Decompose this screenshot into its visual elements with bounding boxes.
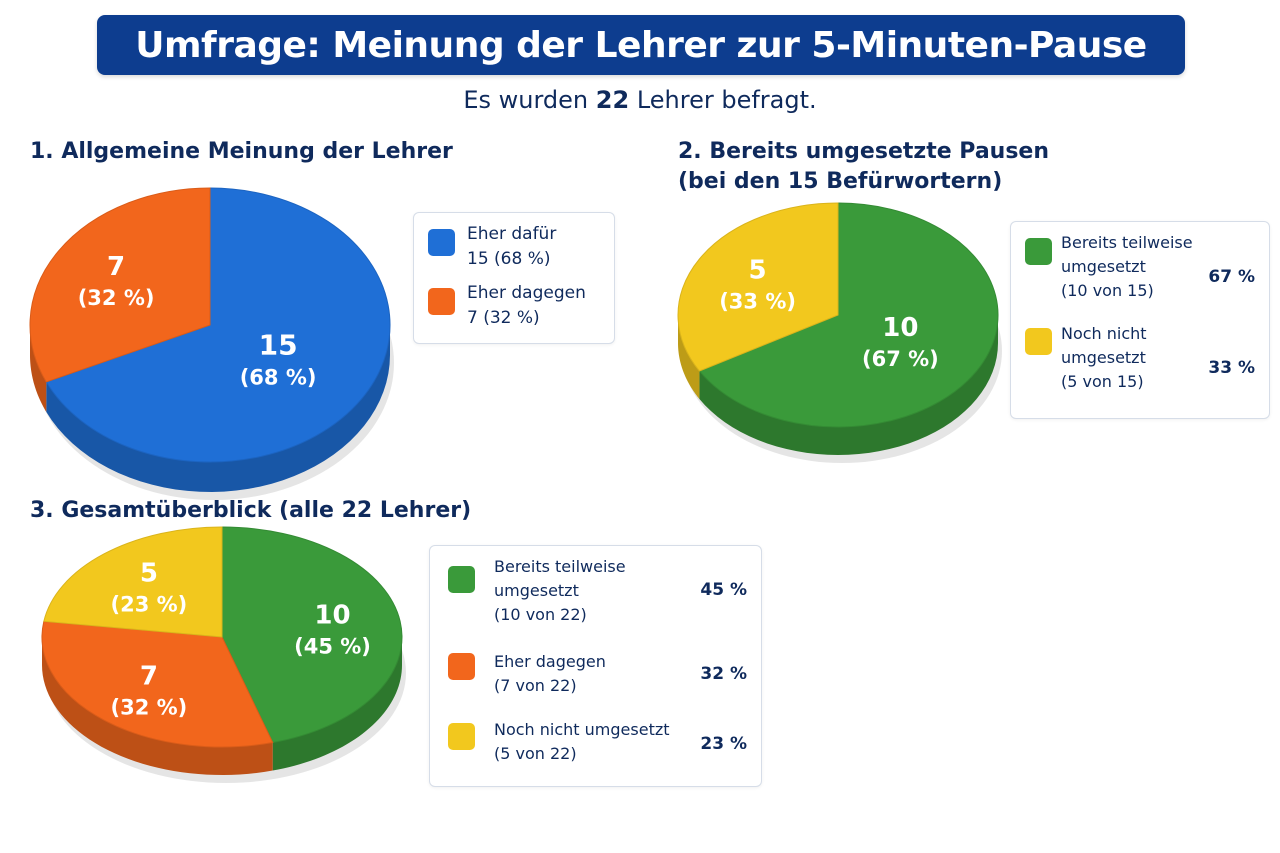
slice-value-label: 7 — [140, 662, 158, 692]
pie-chart-1: 15 (68 %) 7 (32 %) — [29, 187, 394, 500]
subtitle-count: 22 — [595, 86, 630, 114]
legend-label: Eher dagegen — [467, 283, 586, 303]
legend-value: (5 von 15) — [1061, 372, 1144, 391]
slice-percent-label: (23 %) — [111, 593, 188, 617]
legend-label: Noch nicht — [1061, 324, 1147, 343]
subtitle-prefix: Es wurden — [463, 86, 589, 114]
legend-chart-1: Eher dafür 15 (68 %) Eher dagegen 7 (32 … — [413, 212, 615, 344]
slice-percent-label: (68 %) — [240, 365, 317, 389]
pie-chart-2: 10 (67 %) 5 (33 %) — [677, 202, 1002, 463]
pie-side-bereits-teilweise-umgesetzt — [699, 315, 998, 455]
legend-swatch-noch-nicht-umgesetzt — [448, 723, 475, 750]
pie-slice-eher-dagegen — [41, 620, 274, 748]
legend-value: (10 von 15) — [1061, 281, 1154, 300]
legend-swatch-teilweise-umgesetzt — [1025, 238, 1052, 265]
legend-label: Bereits teilweise — [494, 557, 626, 576]
slice-value-label: 5 — [140, 559, 158, 589]
pie-side-eher-dagegen — [42, 637, 273, 775]
title-bar: Umfrage: Meinung der Lehrer zur 5-Minute… — [97, 15, 1185, 75]
slice-percent-label: (32 %) — [111, 696, 188, 720]
legend-label: Eher dagegen — [494, 652, 606, 671]
legend-label: Noch nicht umgesetzt — [494, 720, 670, 739]
subtitle: Es wurden 22 Lehrer befragt. — [0, 86, 1280, 114]
pie-slice-noch-nicht-umgesetzt — [43, 526, 223, 638]
pie-side-noch-nicht-umgesetzt — [678, 315, 700, 399]
legend-label: Bereits teilweise — [1061, 233, 1193, 252]
pie-chart-3: 10 (45 %) 7 (32 %) 5 (23 %) — [41, 526, 406, 783]
subtitle-suffix: Lehrer befragt. — [636, 86, 817, 114]
legend-swatch-eher-dagegen — [428, 288, 455, 315]
slice-percent-label: (67 %) — [862, 347, 939, 371]
legend-percent: 23 % — [700, 734, 747, 754]
pie-side-eher-dafuer — [46, 325, 391, 492]
legend-item: Noch nicht umgesetzt (5 von 15) — [1061, 322, 1147, 394]
pie-slice-eher-dafuer — [45, 187, 391, 463]
legend-item: Eher dafür 15 (68 %) — [467, 222, 556, 272]
section-2-title: 2. Bereits umgesetzte Pausen (bei den 15… — [678, 137, 1049, 197]
legend-label: umgesetzt — [1061, 257, 1146, 276]
legend-value: 7 (32 %) — [467, 308, 540, 328]
slice-percent-label: (45 %) — [294, 634, 371, 658]
pie-slice-eher-dagegen — [29, 187, 211, 383]
legend-item: Bereits teilweise umgesetzt (10 von 22) — [494, 555, 626, 627]
slice-value-label: 10 — [882, 313, 918, 343]
legend-percent: 45 % — [700, 580, 747, 600]
legend-value: (5 von 22) — [494, 744, 577, 763]
slice-value-label: 5 — [749, 256, 767, 286]
legend-percent: 33 % — [1208, 358, 1255, 378]
legend-chart-3: Bereits teilweise umgesetzt (10 von 22) … — [429, 545, 762, 787]
legend-item: Noch nicht umgesetzt (5 von 22) — [494, 718, 670, 766]
pie-side-eher-dagegen — [30, 325, 47, 412]
legend-swatch-eher-dagegen — [448, 653, 475, 680]
section-1-title: 1. Allgemeine Meinung der Lehrer — [30, 139, 453, 164]
section-2-title-line2: (bei den 15 Befürwortern) — [678, 169, 1003, 194]
legend-label: umgesetzt — [494, 581, 579, 600]
slice-value-label: 15 — [259, 328, 298, 361]
section-2-title-line1: 2. Bereits umgesetzte Pausen — [678, 139, 1050, 164]
legend-swatch-teilweise-umgesetzt — [448, 566, 475, 593]
page-title: Umfrage: Meinung der Lehrer zur 5-Minute… — [135, 24, 1147, 66]
slice-value-label: 10 — [314, 600, 350, 630]
legend-value: (7 von 22) — [494, 676, 577, 695]
pie-side-bereits-teilweise-umgesetzt — [272, 637, 402, 771]
legend-value: 15 (68 %) — [467, 249, 551, 269]
legend-label: Eher dafür — [467, 224, 557, 244]
slice-value-label: 7 — [107, 252, 125, 282]
legend-label: umgesetzt — [1061, 348, 1146, 367]
legend-item: Bereits teilweise umgesetzt (10 von 15) — [1061, 231, 1193, 303]
legend-percent: 67 % — [1208, 267, 1255, 287]
legend-swatch-eher-dafuer — [428, 229, 455, 256]
pie-slice-bereits-teilweise-umgesetzt — [698, 202, 999, 428]
section-3-title: 3. Gesamtüberblick (alle 22 Lehrer) — [30, 498, 472, 523]
legend-value: (10 von 22) — [494, 605, 587, 624]
legend-chart-2: Bereits teilweise umgesetzt (10 von 15) … — [1010, 221, 1270, 419]
legend-percent: 32 % — [700, 664, 747, 684]
legend-item: Eher dagegen 7 (32 %) — [467, 281, 586, 331]
slice-percent-label: (33 %) — [719, 290, 796, 314]
legend-item: Eher dagegen (7 von 22) — [494, 650, 606, 698]
pie-slice-bereits-teilweise-umgesetzt — [221, 526, 403, 744]
slice-percent-label: (32 %) — [78, 286, 155, 310]
legend-swatch-noch-nicht-umgesetzt — [1025, 328, 1052, 355]
pie-slice-noch-nicht-umgesetzt — [677, 202, 839, 372]
